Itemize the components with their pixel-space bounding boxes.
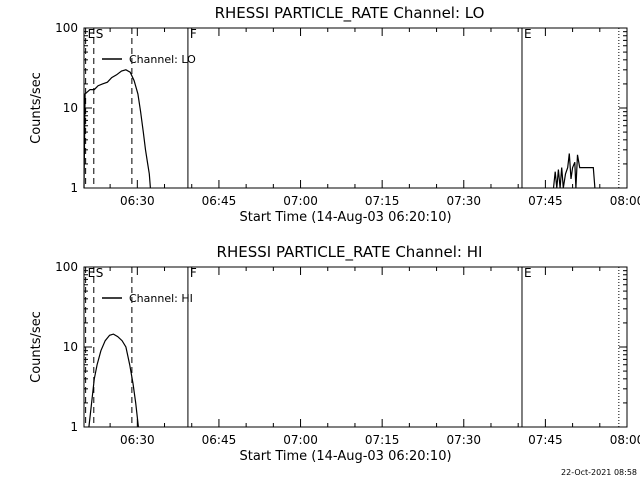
y-tick-label: 1 — [70, 181, 78, 195]
chart-title: RHESSI PARTICLE_RATE Channel: LO — [215, 4, 485, 23]
chart-panel-lo: RHESSI PARTICLE_RATE Channel: LO 06:30 06:… — [29, 4, 640, 225]
x-tick-label: 07:45 — [528, 433, 563, 447]
event-marker-label: E — [88, 27, 96, 41]
y-tick-label: 100 — [55, 260, 78, 274]
chart-title: RHESSI PARTICLE_RATE Channel: HI — [217, 243, 483, 262]
legend-label: Channel: HI — [129, 292, 193, 305]
event-marker-label: E — [524, 266, 532, 280]
x-tick-label: 08:00 — [610, 433, 640, 447]
event-marker-label: F — [190, 27, 197, 41]
legend-label: Channel: LO — [129, 53, 196, 66]
data-series-line — [83, 69, 151, 189]
x-tick-label: 07:45 — [528, 194, 563, 208]
x-axis-label: Start Time (14-Aug-03 06:20:10) — [239, 449, 451, 464]
x-tick-label: 07:15 — [365, 194, 400, 208]
x-tick-label: 07:30 — [446, 433, 481, 447]
y-tick-label: 1 — [70, 420, 78, 434]
event-marker-label: S — [96, 266, 104, 280]
y-tick-label: 100 — [55, 21, 78, 35]
y-axis-label: Counts/sec — [29, 311, 44, 383]
x-tick-label: 07:00 — [283, 194, 318, 208]
event-marker-label: E — [88, 266, 96, 280]
y-tick-label: 10 — [63, 340, 78, 354]
data-series-line — [88, 333, 139, 428]
x-tick-label: 07:30 — [446, 194, 481, 208]
x-tick-label: 08:00 — [610, 194, 640, 208]
y-tick-label: 10 — [63, 101, 78, 115]
y-axis-label: Counts/sec — [29, 72, 44, 144]
x-tick-label: 06:30 — [120, 194, 155, 208]
chart-panel-hi: RHESSI PARTICLE_RATE Channel: HI 06:30 06:… — [29, 243, 640, 464]
event-marker-label: F — [190, 266, 197, 280]
x-tick-label: 06:30 — [120, 433, 155, 447]
x-tick-label: 07:15 — [365, 433, 400, 447]
plot-frame — [83, 266, 628, 428]
footer-timestamp: 22-Oct-2021 08:58 — [561, 468, 637, 477]
data-series-line — [552, 153, 596, 189]
x-tick-label: 06:45 — [202, 194, 237, 208]
event-marker-label: E — [524, 27, 532, 41]
event-marker-label: S — [96, 27, 104, 41]
x-tick-label: 07:00 — [283, 433, 318, 447]
plot-frame — [83, 27, 628, 189]
x-tick-label: 06:45 — [202, 433, 237, 447]
x-axis-label: Start Time (14-Aug-03 06:20:10) — [239, 210, 451, 225]
